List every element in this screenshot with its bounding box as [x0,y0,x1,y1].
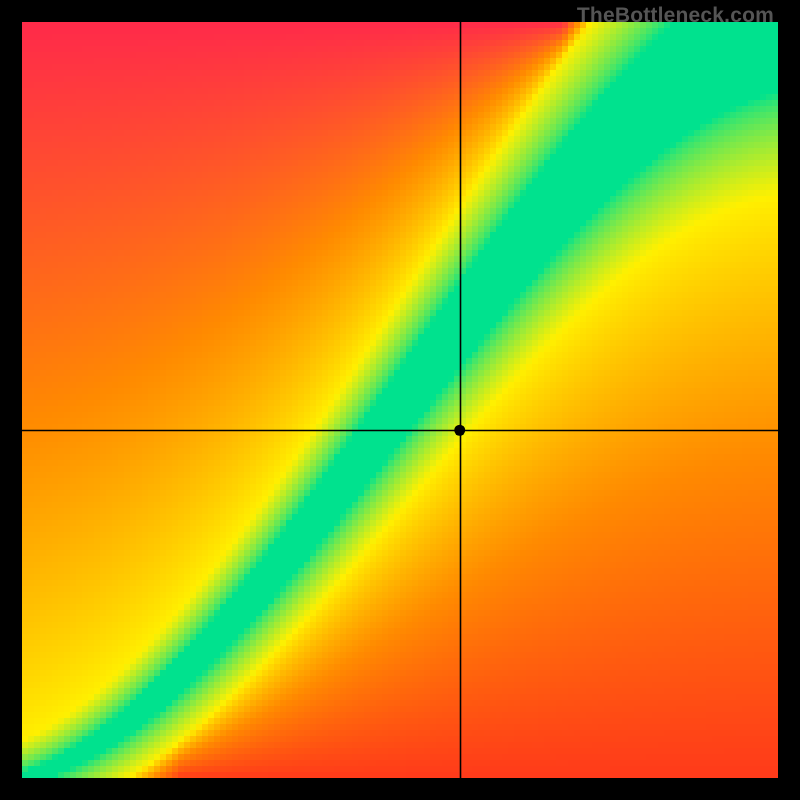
bottleneck-heatmap-canvas [0,0,800,800]
watermark-text: TheBottleneck.com [577,4,774,28]
chart-container: TheBottleneck.com [0,0,800,800]
